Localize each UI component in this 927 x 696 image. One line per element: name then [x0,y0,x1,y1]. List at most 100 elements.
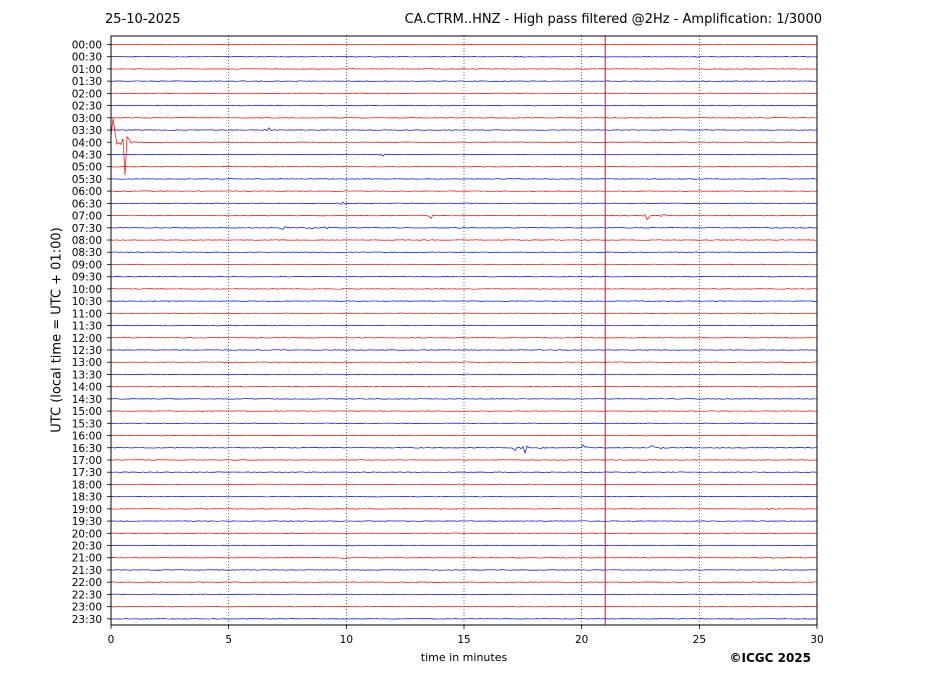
trace-line [110,288,818,290]
trace-line [110,251,818,253]
y-tick-label: 13:30 [72,369,102,381]
x-tick-label: 0 [108,634,115,646]
y-tick-label: 10:30 [72,296,102,308]
y-tick-label: 06:00 [72,186,102,198]
y-tick-label: 18:30 [72,492,102,504]
trace-line [110,483,818,486]
credit-text: ©ICGC 2025 [729,651,811,665]
y-tick-label: 15:00 [72,406,102,418]
trace-line [110,386,818,388]
y-tick-label: 23:00 [72,602,102,614]
trace-line [110,300,818,302]
x-tick-label: 15 [457,634,470,646]
y-tick-label: 20:00 [72,528,102,540]
trace-line [110,556,818,560]
y-tick-label: 16:00 [72,431,102,443]
y-tick-label: 00:00 [72,40,102,52]
y-tick-label: 21:00 [72,553,102,565]
y-tick-label: 20:30 [72,541,102,553]
y-tick-label: 14:00 [72,382,102,394]
y-tick-label: 06:30 [72,198,102,210]
y-tick-label: 08:30 [72,247,102,259]
x-tick-labels: 0 5 10 15 20 25 30 [108,625,824,646]
y-tick-label: 02:30 [72,101,102,113]
y-tick-label: 10:00 [72,284,102,296]
trace-line [110,410,818,412]
y-tick-label: 00:30 [72,52,102,64]
trace-line [110,495,818,498]
grid-lines [228,36,700,625]
trace-line [110,178,818,180]
trace-line [110,337,818,339]
trace-line [110,398,818,400]
y-tick-label: 13:00 [72,357,102,369]
y-tick-label: 05:00 [72,162,102,174]
trace-line [110,214,818,221]
trace-line [110,153,818,157]
trace-line [110,544,818,547]
trace-line [110,507,818,510]
trace-line [110,118,818,176]
trace-line [110,618,818,620]
trace-line [110,324,818,327]
trace-line [110,276,818,278]
y-tick-label: 07:30 [72,223,102,235]
trace-line [110,373,818,376]
y-tick-label: 17:00 [72,455,102,467]
trace-line [110,569,818,571]
y-tick-label: 07:00 [72,211,102,223]
trace-line [110,444,818,455]
x-axis-label: time in minutes [420,651,508,664]
trace-line [110,593,818,596]
header-title: CA.CTRM..HNZ - High pass filtered @2Hz -… [404,12,822,27]
y-tick-label: 01:30 [72,76,102,88]
trace-line [110,56,818,58]
trace-line [110,166,818,168]
y-tick-label: 12:30 [72,345,102,357]
trace-line [110,92,818,95]
y-tick-label: 23:30 [72,614,102,626]
y-tick-label: 11:30 [72,321,102,333]
trace-line [110,226,818,230]
trace-line [110,127,818,132]
trace-line [110,263,818,266]
trace-line [110,80,818,82]
trace-line [110,471,818,473]
y-tick-label: 04:00 [72,137,102,149]
y-tick-label: 19:00 [72,504,102,516]
x-tick-label: 25 [693,634,706,646]
x-tick-label: 10 [340,634,353,646]
y-tick-label: 18:00 [72,479,102,491]
y-tick-label: 16:30 [72,443,102,455]
y-tick-label: 09:00 [72,259,102,271]
trace-line [110,201,818,205]
trace-line [110,459,818,461]
y-tick-label: 02:00 [72,88,102,100]
y-tick-label: 22:00 [72,577,102,589]
y-tick-label: 21:30 [72,565,102,577]
y-tick-labels: 00:0000:3001:0001:3002:0002:3003:0003:30… [72,40,111,626]
trace-line [110,239,818,241]
y-tick-label: 04:30 [72,149,102,161]
trace-line [110,349,818,351]
trace-line [110,581,818,583]
y-tick-label: 17:30 [72,467,102,479]
y-tick-label: 03:00 [72,113,102,125]
y-tick-label: 22:30 [72,589,102,601]
x-tick-label: 30 [810,634,823,646]
y-tick-label: 09:30 [72,272,102,284]
trace-line [110,520,818,522]
trace-line [110,361,818,363]
y-tick-label: 12:00 [72,333,102,345]
y-tick-label: 08:00 [72,235,102,247]
y-tick-label: 19:30 [72,516,102,528]
header-date: 25-10-2025 [105,12,181,27]
trace-line [110,605,818,608]
trace-line [110,68,818,70]
y-tick-label: 03:30 [72,125,102,137]
trace-line [110,532,818,534]
y-tick-label: 01:00 [72,64,102,76]
trace-line [110,422,818,424]
trace-line [110,190,818,192]
